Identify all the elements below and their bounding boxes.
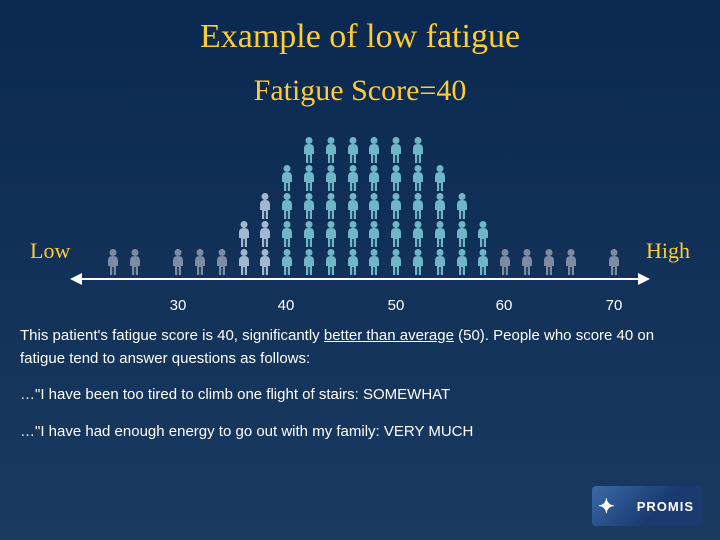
person-icon [277, 164, 297, 192]
person-icon [343, 192, 363, 220]
person-icon [408, 192, 428, 220]
person-icon [299, 220, 319, 248]
x-axis [80, 278, 640, 280]
person-icon [321, 220, 341, 248]
person-icon [168, 248, 188, 276]
person-icon [408, 220, 428, 248]
person-icon [452, 220, 472, 248]
person-icon [364, 248, 384, 276]
person-icon [386, 248, 406, 276]
person-icon [430, 248, 450, 276]
person-icon [343, 248, 363, 276]
axis-tick: 40 [278, 297, 295, 314]
person-icon [495, 248, 515, 276]
person-icon [364, 136, 384, 164]
person-icon [364, 192, 384, 220]
person-icon [299, 248, 319, 276]
axis-tick: 30 [170, 297, 187, 314]
person-icon [103, 248, 123, 276]
person-icon [277, 248, 297, 276]
axis-label-high: High [646, 238, 690, 264]
person-icon [473, 220, 493, 248]
example-answer-1: …"I have been too tired to climb one fli… [20, 384, 700, 407]
person-icon [430, 192, 450, 220]
slide-title: Example of low fatigue [0, 0, 720, 56]
person-icon [430, 220, 450, 248]
fatigue-score-subtitle: Fatigue Score=40 [0, 74, 720, 108]
person-icon [234, 220, 254, 248]
person-icon [299, 192, 319, 220]
person-icon [408, 248, 428, 276]
person-icon [539, 248, 559, 276]
person-icon [343, 136, 363, 164]
person-icon [386, 164, 406, 192]
person-icon [408, 164, 428, 192]
interpretation-paragraph: This patient's fatigue score is 40, sign… [20, 325, 700, 370]
description-text: This patient's fatigue score is 40, sign… [0, 317, 720, 443]
axis-tick: 50 [388, 297, 405, 314]
person-icon [517, 248, 537, 276]
promis-logo: ✦ PROMIS [592, 486, 702, 526]
person-icon [386, 136, 406, 164]
person-icon [190, 248, 210, 276]
person-icon [386, 192, 406, 220]
person-icon [125, 248, 145, 276]
person-icon [364, 164, 384, 192]
person-icon [299, 136, 319, 164]
logo-text: PROMIS [637, 499, 694, 514]
person-icon [321, 164, 341, 192]
axis-tick-labels: 30 40 50 60 70 [30, 297, 690, 317]
person-icon [452, 192, 472, 220]
person-icon [343, 220, 363, 248]
person-icon [452, 248, 472, 276]
person-icon [343, 164, 363, 192]
person-icon [321, 192, 341, 220]
person-icon [255, 192, 275, 220]
person-icon [430, 164, 450, 192]
person-icon [321, 248, 341, 276]
axis-tick: 70 [606, 297, 623, 314]
person-icon [277, 192, 297, 220]
person-icon [364, 220, 384, 248]
person-icon [255, 220, 275, 248]
person-icon [561, 248, 581, 276]
person-icon [408, 136, 428, 164]
person-icon [604, 248, 624, 276]
person-icon [299, 164, 319, 192]
person-icon [321, 136, 341, 164]
person-icon [277, 220, 297, 248]
person-icon [212, 248, 232, 276]
person-icon [473, 248, 493, 276]
person-icon [234, 248, 254, 276]
logo-star-icon: ✦ [598, 494, 616, 519]
axis-label-low: Low [30, 238, 70, 264]
example-answer-2: …"I have had enough energy to go out wit… [20, 421, 700, 444]
axis-tick: 60 [496, 297, 513, 314]
distribution-chart: Low High [30, 128, 690, 293]
person-icon [386, 220, 406, 248]
person-icon [255, 248, 275, 276]
